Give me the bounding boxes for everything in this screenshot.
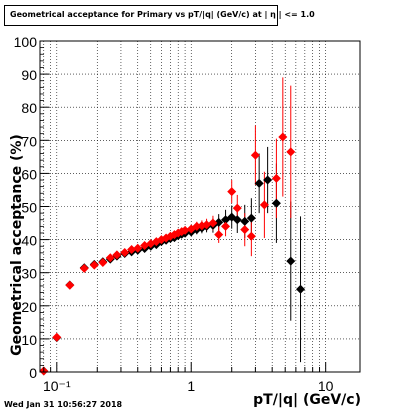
chart-title: Geometrical acceptance for Primary vs pT…: [10, 10, 315, 19]
data-point-black: [240, 216, 250, 226]
data-point-red: [250, 150, 260, 160]
data-point-black: [263, 175, 273, 185]
axis-ticks: [40, 40, 327, 373]
x-tick-label: 1: [187, 378, 195, 394]
data-point-black: [214, 217, 224, 227]
y-tick-label: 40: [21, 233, 37, 249]
data-point-red: [221, 221, 231, 231]
data-point-black: [286, 256, 296, 266]
data-point-red: [180, 225, 190, 235]
data-point-black: [296, 284, 306, 294]
data-point-red: [65, 280, 75, 290]
data-point-red: [89, 260, 99, 270]
grid-lines: [40, 41, 360, 372]
data-point-red: [232, 203, 242, 213]
data-point-red: [259, 200, 269, 210]
data-point-red: [286, 147, 296, 157]
x-tick-label: 10: [318, 378, 334, 394]
x-tick-label: 10⁻¹: [43, 378, 71, 394]
data-point-black: [246, 213, 256, 223]
data-point-red: [127, 245, 137, 255]
data-point-red: [202, 220, 212, 230]
data-point-black: [254, 178, 264, 188]
data-points: [39, 132, 306, 376]
data-point-red: [278, 132, 288, 142]
data-point-red: [246, 231, 256, 241]
data-point-red: [271, 173, 281, 183]
data-point-red: [133, 243, 143, 253]
y-tick-label: 10: [21, 332, 37, 348]
data-point-red: [240, 225, 250, 235]
y-tick-label: 70: [21, 133, 37, 149]
data-point-red: [112, 250, 122, 260]
tick-labels: 0 10 20 30 40 50 60 70 80 90 100 10⁻¹ 1 10: [14, 34, 334, 394]
error-bars: [56, 77, 302, 363]
y-tick-label: 30: [21, 266, 37, 282]
y-tick-label: 90: [21, 67, 37, 83]
data-point-red: [105, 253, 115, 263]
data-point-red: [52, 332, 62, 342]
chart-title-box: Geometrical acceptance for Primary vs pT…: [4, 5, 315, 26]
data-point-black: [271, 198, 281, 208]
data-point-red: [227, 187, 237, 197]
data-point-red: [98, 257, 108, 267]
x-axis-label: pT/|q| (GeV/c): [253, 392, 361, 408]
timestamp: Wed Jan 31 10:56:27 2018: [4, 400, 123, 409]
data-point-red: [208, 218, 218, 228]
y-tick-label: 20: [21, 299, 37, 315]
y-tick-label: 50: [21, 200, 37, 216]
data-point-black: [232, 215, 242, 225]
y-tick-label: 80: [21, 100, 37, 116]
data-point-red: [120, 248, 130, 258]
y-tick-label: 100: [14, 34, 38, 50]
y-axis-label: Geometrical acceptance (%): [9, 134, 25, 356]
y-tick-label: 0: [29, 365, 37, 381]
data-point-red: [79, 263, 89, 273]
y-tick-label: 60: [21, 166, 37, 182]
data-point-red: [214, 230, 224, 240]
